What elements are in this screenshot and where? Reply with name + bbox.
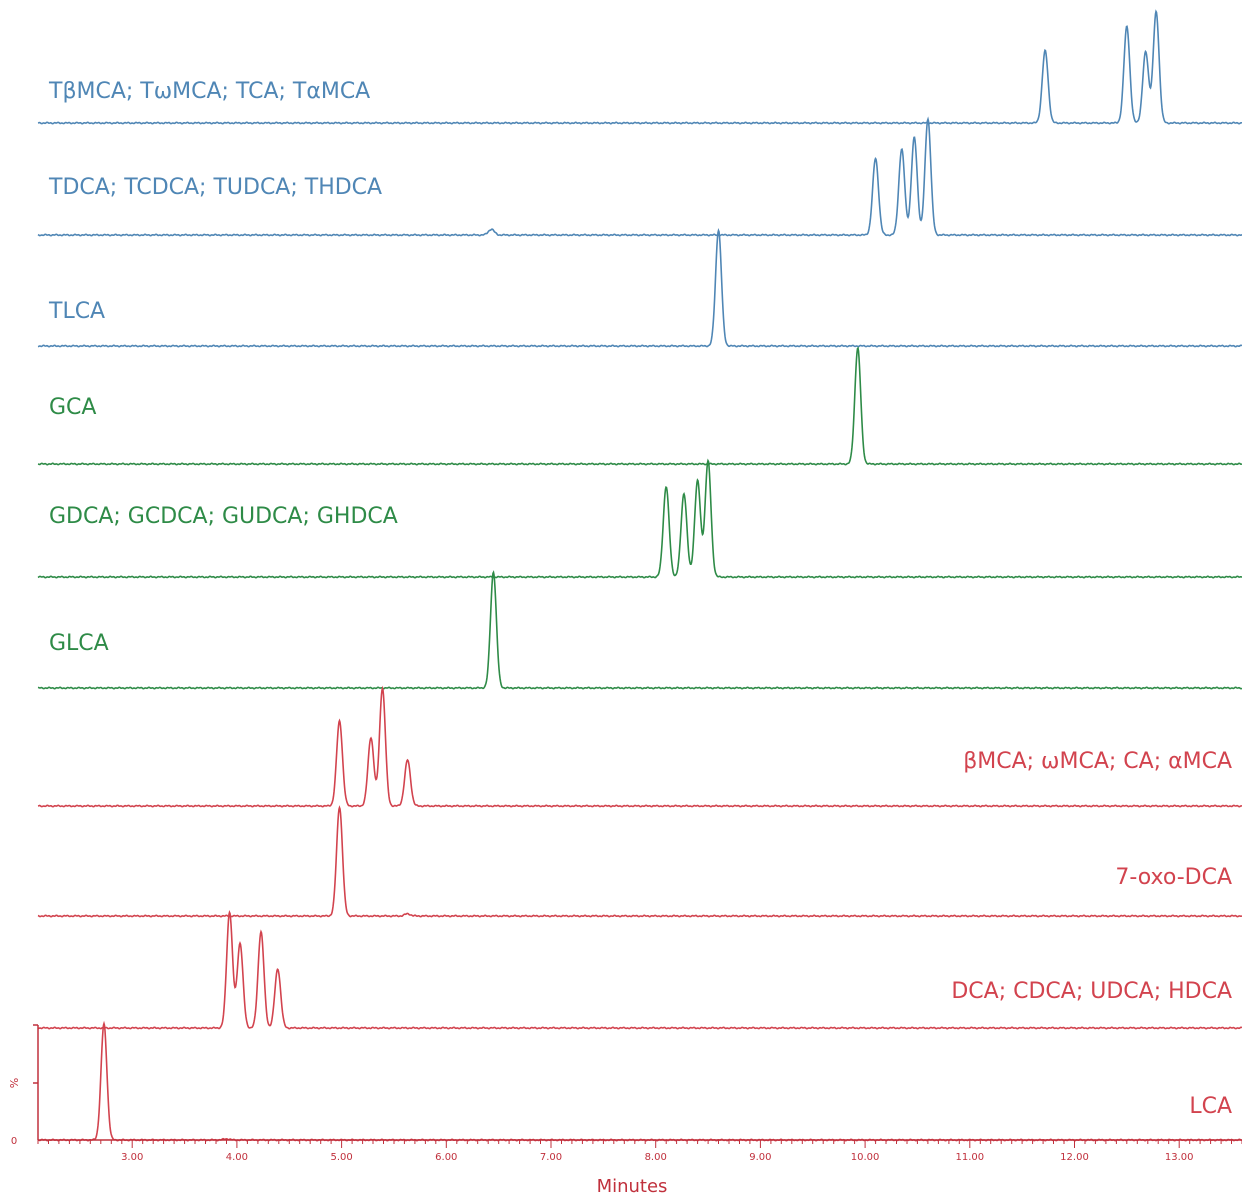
trace-label-5: GLCA xyxy=(49,631,109,656)
trace-label-1: TDCA; TCDCA; TUDCA; THDCA xyxy=(48,175,382,200)
peak-6-0 xyxy=(338,720,341,723)
trace-0: TβMCA; TωMCA; TCA; TαMCA xyxy=(37,9,1242,125)
y-axis-label: % xyxy=(8,1078,21,1088)
trace-4: GDCA; GCDCA; GUDCA; GHDCA xyxy=(37,458,1242,579)
trace-5: GLCA xyxy=(37,570,1242,690)
peak-0-3 xyxy=(1155,11,1158,14)
trace-line-9 xyxy=(37,1020,1242,1142)
peak-1-2 xyxy=(900,148,903,151)
peak-4-2 xyxy=(696,479,699,482)
trace-line-8 xyxy=(38,909,1242,1030)
trace-label-4: GDCA; GCDCA; GUDCA; GHDCA xyxy=(49,504,398,529)
peak-2-0 xyxy=(717,229,720,232)
trace-line-4 xyxy=(37,458,1242,579)
trace-2: TLCA xyxy=(37,227,1242,348)
x-tick-group: 3.00 4.00 5.00 6.00 7.00 8.00 9.00 10.00 11.00 12… xyxy=(37,1140,1242,1163)
x-axis-label: Minutes xyxy=(597,1176,668,1196)
trace-line-0 xyxy=(37,9,1242,125)
peak-0-0 xyxy=(1044,49,1047,52)
trace-3: GCA xyxy=(37,346,1242,466)
peak-3-0 xyxy=(856,347,859,350)
trace-label-8: DCA; CDCA; UDCA; HDCA xyxy=(951,979,1232,1004)
trace-line-1 xyxy=(37,116,1242,237)
peak-4-1 xyxy=(683,492,686,495)
peak-7-1 xyxy=(406,912,409,915)
x-tick-label-10: 13.00 xyxy=(1165,1152,1194,1163)
trace-7: 7-oxo-DCA xyxy=(37,805,1242,918)
x-tick-label-5: 8.00 xyxy=(645,1152,667,1163)
trace-8: DCA; CDCA; UDCA; HDCA xyxy=(38,909,1242,1030)
x-tick-label-2: 5.00 xyxy=(330,1152,352,1163)
peak-1-1 xyxy=(874,157,877,160)
trace-9: LCA xyxy=(37,1020,1242,1142)
peak-6-2 xyxy=(381,687,384,690)
trace-1: TDCA; TCDCA; TUDCA; THDCA xyxy=(37,116,1242,237)
peak-4-3 xyxy=(707,460,710,463)
peak-1-4 xyxy=(926,118,929,121)
x-tick-label-7: 10.00 xyxy=(851,1152,880,1163)
peak-4-0 xyxy=(665,485,668,488)
peak-8-3 xyxy=(276,967,279,970)
x-tick-label-9: 12.00 xyxy=(1060,1152,1089,1163)
trace-label-2: TLCA xyxy=(48,299,105,324)
x-tick-label-1: 4.00 xyxy=(226,1152,248,1163)
trace-6: βMCA; ωMCA; CA; αMCA xyxy=(37,685,1242,808)
peak-1-3 xyxy=(913,136,916,139)
trace-label-7: 7-oxo-DCA xyxy=(1115,865,1232,890)
peak-0-2 xyxy=(1144,51,1147,54)
peak-9-0 xyxy=(103,1023,106,1026)
peak-6-1 xyxy=(369,736,372,739)
peak-8-0 xyxy=(228,911,231,914)
x-tick-label-3: 6.00 xyxy=(435,1152,457,1163)
axes-group: % 0 3.00 4.00 5.00 6.00 7.00 8.00 9.00 10.00 11.… xyxy=(8,1024,1242,1196)
x-tick-label-0: 3.00 xyxy=(121,1152,143,1163)
trace-line-6 xyxy=(37,685,1242,808)
trace-line-5 xyxy=(37,570,1242,690)
trace-line-2 xyxy=(37,227,1242,348)
x-tick-label-8: 11.00 xyxy=(955,1152,984,1163)
peak-8-2 xyxy=(260,930,263,933)
trace-label-9: LCA xyxy=(1189,1094,1232,1119)
trace-label-3: GCA xyxy=(49,395,96,420)
trace-label-0: TβMCA; TωMCA; TCA; TαMCA xyxy=(48,79,370,104)
peak-8-1 xyxy=(239,942,242,945)
peak-0-1 xyxy=(1125,25,1128,28)
trace-line-3 xyxy=(37,346,1242,466)
x-tick-label-6: 9.00 xyxy=(749,1152,771,1163)
peak-1-0 xyxy=(490,228,493,231)
trace-group: TβMCA; TωMCA; TCA; TαMCA TDCA; TCDCA; TUD… xyxy=(37,9,1242,1142)
peak-5-0 xyxy=(492,571,495,574)
trace-label-6: βMCA; ωMCA; CA; αMCA xyxy=(963,749,1232,774)
y-tick-zero: 0 xyxy=(11,1136,17,1147)
x-tick-label-4: 7.00 xyxy=(540,1152,562,1163)
trace-line-7 xyxy=(37,805,1242,918)
peak-7-0 xyxy=(338,806,341,809)
peak-6-3 xyxy=(406,759,409,762)
